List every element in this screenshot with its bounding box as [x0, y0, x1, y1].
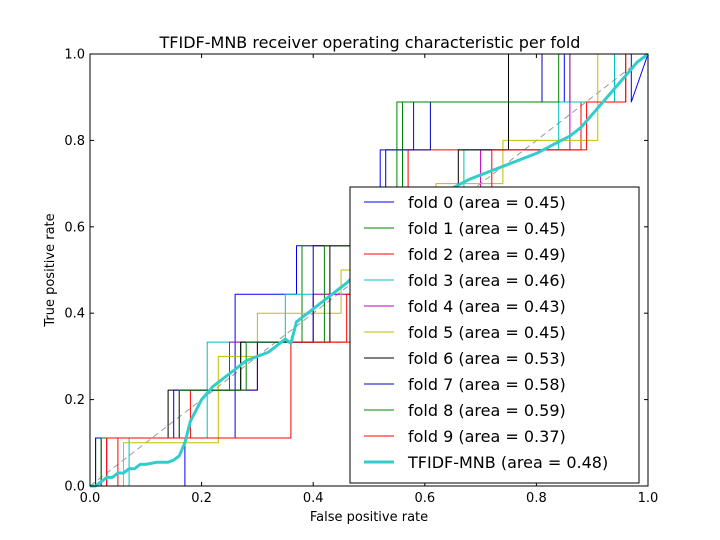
- legend-label-5: fold 5 (area = 0.45): [408, 323, 566, 342]
- legend-label-0: fold 0 (area = 0.45): [408, 193, 566, 212]
- series-line-10: [90, 52, 649, 488]
- legend-label-7: fold 7 (area = 0.58): [408, 375, 566, 394]
- y-tick-label: 0.2: [64, 393, 85, 408]
- x-tick-label: 1.0: [638, 491, 659, 506]
- legend-label-8: fold 8 (area = 0.59): [408, 401, 566, 420]
- axis-ticks: 0.0 0.2 0.4 0.6 0.8 1.0 0.0 0.2 0.4 0.6 0.8 1.0: [64, 48, 658, 507]
- legend-label-6: fold 6 (area = 0.53): [408, 349, 566, 368]
- legend-box: [349, 186, 640, 484]
- series-line-5: [90, 53, 648, 487]
- x-axis-label: False positive rate: [310, 510, 428, 525]
- chart-title: TFIDF-MNB receiver operating characteris…: [159, 33, 581, 52]
- legend-label-2: fold 2 (area = 0.49): [408, 245, 566, 264]
- y-tick-label: 0.6: [64, 220, 85, 235]
- legend-label-9: fold 9 (area = 0.37): [408, 427, 566, 446]
- x-tick-label: 0.0: [80, 491, 101, 506]
- x-tick-label: 0.2: [191, 491, 212, 506]
- x-tick-label: 0.8: [526, 491, 547, 506]
- legend: fold 0 (area = 0.45) fold 1 (area = 0.45)…: [349, 186, 640, 484]
- legend-label-4: fold 4 (area = 0.43): [408, 297, 566, 316]
- x-tick-label: 0.6: [414, 491, 435, 506]
- y-tick-label: 0.8: [64, 134, 85, 149]
- y-tick-label: 0.0: [64, 480, 85, 495]
- legend-label-10: TFIDF-MNB (area = 0.48): [407, 453, 608, 472]
- y-axis-label: True positive rate: [43, 213, 58, 327]
- plot-frame: [89, 53, 649, 487]
- y-tick-label: 0.4: [64, 307, 85, 322]
- x-tick-label: 0.4: [303, 491, 324, 506]
- y-tick-label: 1.0: [64, 48, 85, 63]
- legend-label-1: fold 1 (area = 0.45): [408, 219, 566, 238]
- legend-label-3: fold 3 (area = 0.46): [408, 271, 566, 290]
